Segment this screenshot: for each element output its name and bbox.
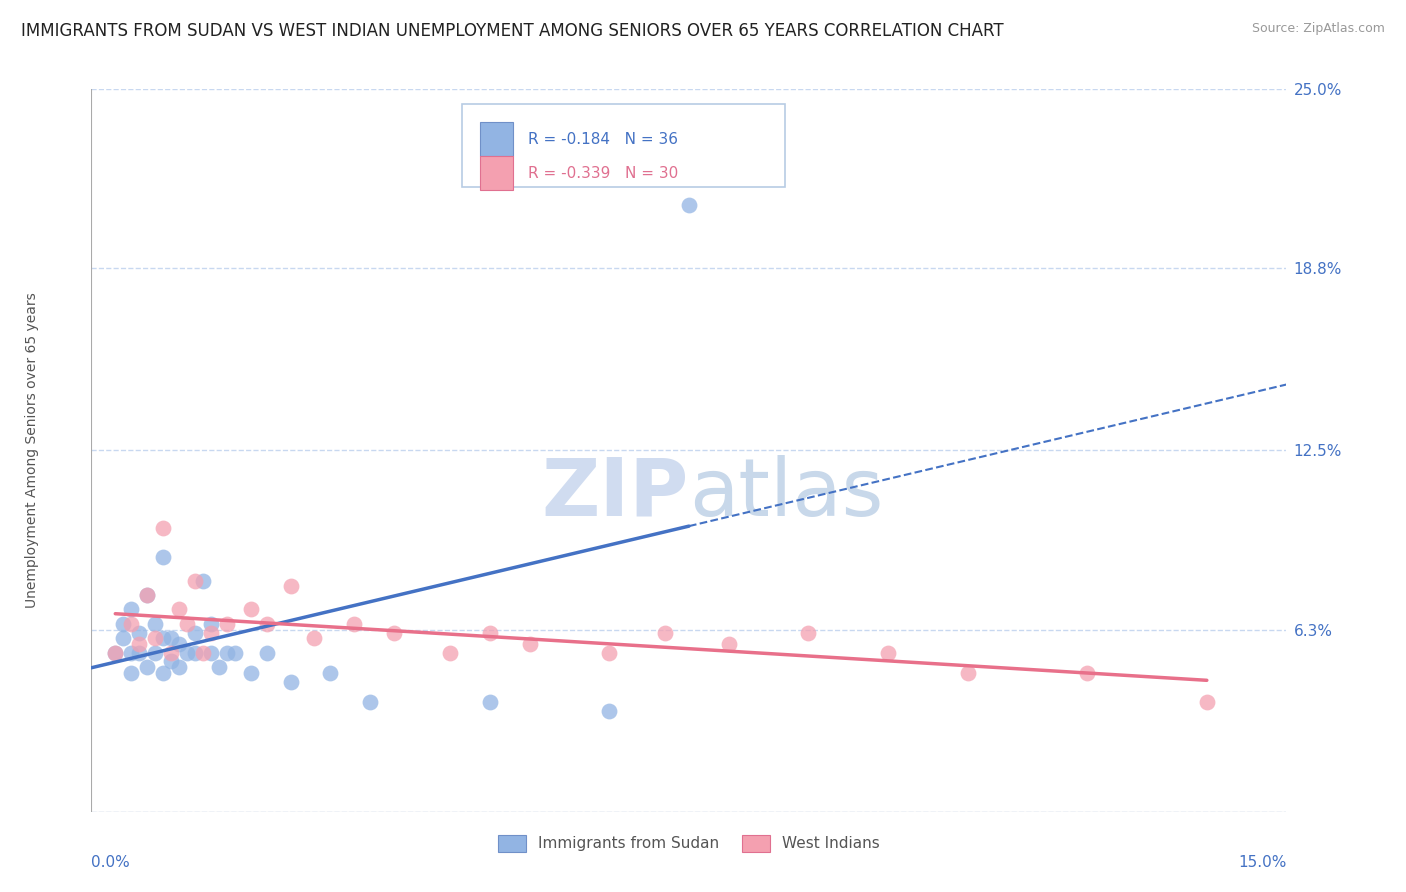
Point: [598, 704, 620, 718]
Point: [128, 637, 150, 651]
Point: [319, 665, 342, 680]
Point: [382, 625, 405, 640]
Point: [152, 632, 174, 646]
Point: [152, 550, 174, 565]
Point: [191, 574, 214, 588]
Point: [239, 665, 262, 680]
Point: [1076, 665, 1098, 680]
Point: [239, 602, 262, 616]
Text: Unemployment Among Seniors over 65 years: Unemployment Among Seniors over 65 years: [25, 293, 38, 608]
Point: [956, 665, 979, 680]
Point: [167, 660, 190, 674]
Point: [160, 655, 183, 669]
Point: [304, 632, 326, 646]
Text: R = -0.184   N = 36: R = -0.184 N = 36: [527, 131, 678, 146]
Point: [120, 646, 142, 660]
Point: [152, 665, 174, 680]
Point: [120, 602, 142, 616]
Point: [654, 625, 676, 640]
Point: [200, 616, 222, 631]
Point: [112, 632, 135, 646]
Point: [191, 646, 214, 660]
Point: [136, 588, 159, 602]
Point: [439, 646, 461, 660]
Text: IMMIGRANTS FROM SUDAN VS WEST INDIAN UNEMPLOYMENT AMONG SENIORS OVER 65 YEARS CO: IMMIGRANTS FROM SUDAN VS WEST INDIAN UNE…: [21, 22, 1004, 40]
Point: [184, 625, 207, 640]
Point: [717, 637, 740, 651]
Point: [167, 637, 190, 651]
Bar: [479, 156, 513, 190]
Bar: [479, 121, 513, 156]
Point: [678, 198, 700, 212]
Point: [143, 616, 166, 631]
Point: [104, 646, 127, 660]
Text: atlas: atlas: [689, 455, 883, 533]
Point: [797, 625, 820, 640]
FancyBboxPatch shape: [461, 103, 785, 186]
Point: [519, 637, 541, 651]
Point: [167, 602, 190, 616]
Point: [104, 646, 127, 660]
Point: [128, 625, 150, 640]
Point: [176, 616, 198, 631]
Point: [160, 632, 183, 646]
Text: ZIP: ZIP: [541, 455, 689, 533]
Point: [152, 521, 174, 535]
Point: [160, 646, 183, 660]
Point: [200, 646, 222, 660]
Point: [136, 660, 159, 674]
Text: R = -0.339   N = 30: R = -0.339 N = 30: [527, 166, 678, 180]
Point: [256, 616, 278, 631]
Point: [343, 616, 366, 631]
Text: 0.0%: 0.0%: [91, 855, 131, 870]
Point: [208, 660, 231, 674]
Point: [1195, 695, 1218, 709]
Point: [184, 574, 207, 588]
Point: [112, 616, 135, 631]
Point: [359, 695, 381, 709]
Point: [877, 646, 900, 660]
Point: [256, 646, 278, 660]
Text: 15.0%: 15.0%: [1239, 855, 1286, 870]
Point: [478, 625, 501, 640]
Point: [120, 616, 142, 631]
Point: [184, 646, 207, 660]
Point: [143, 646, 166, 660]
Legend: Immigrants from Sudan, West Indians: Immigrants from Sudan, West Indians: [492, 829, 886, 858]
Point: [143, 632, 166, 646]
Point: [280, 579, 302, 593]
Point: [136, 588, 159, 602]
Text: Source: ZipAtlas.com: Source: ZipAtlas.com: [1251, 22, 1385, 36]
Point: [176, 646, 198, 660]
Point: [215, 616, 238, 631]
Point: [128, 646, 150, 660]
Point: [224, 646, 246, 660]
Point: [598, 646, 620, 660]
Point: [280, 674, 302, 689]
Point: [200, 625, 222, 640]
Point: [120, 665, 142, 680]
Point: [478, 695, 501, 709]
Point: [215, 646, 238, 660]
